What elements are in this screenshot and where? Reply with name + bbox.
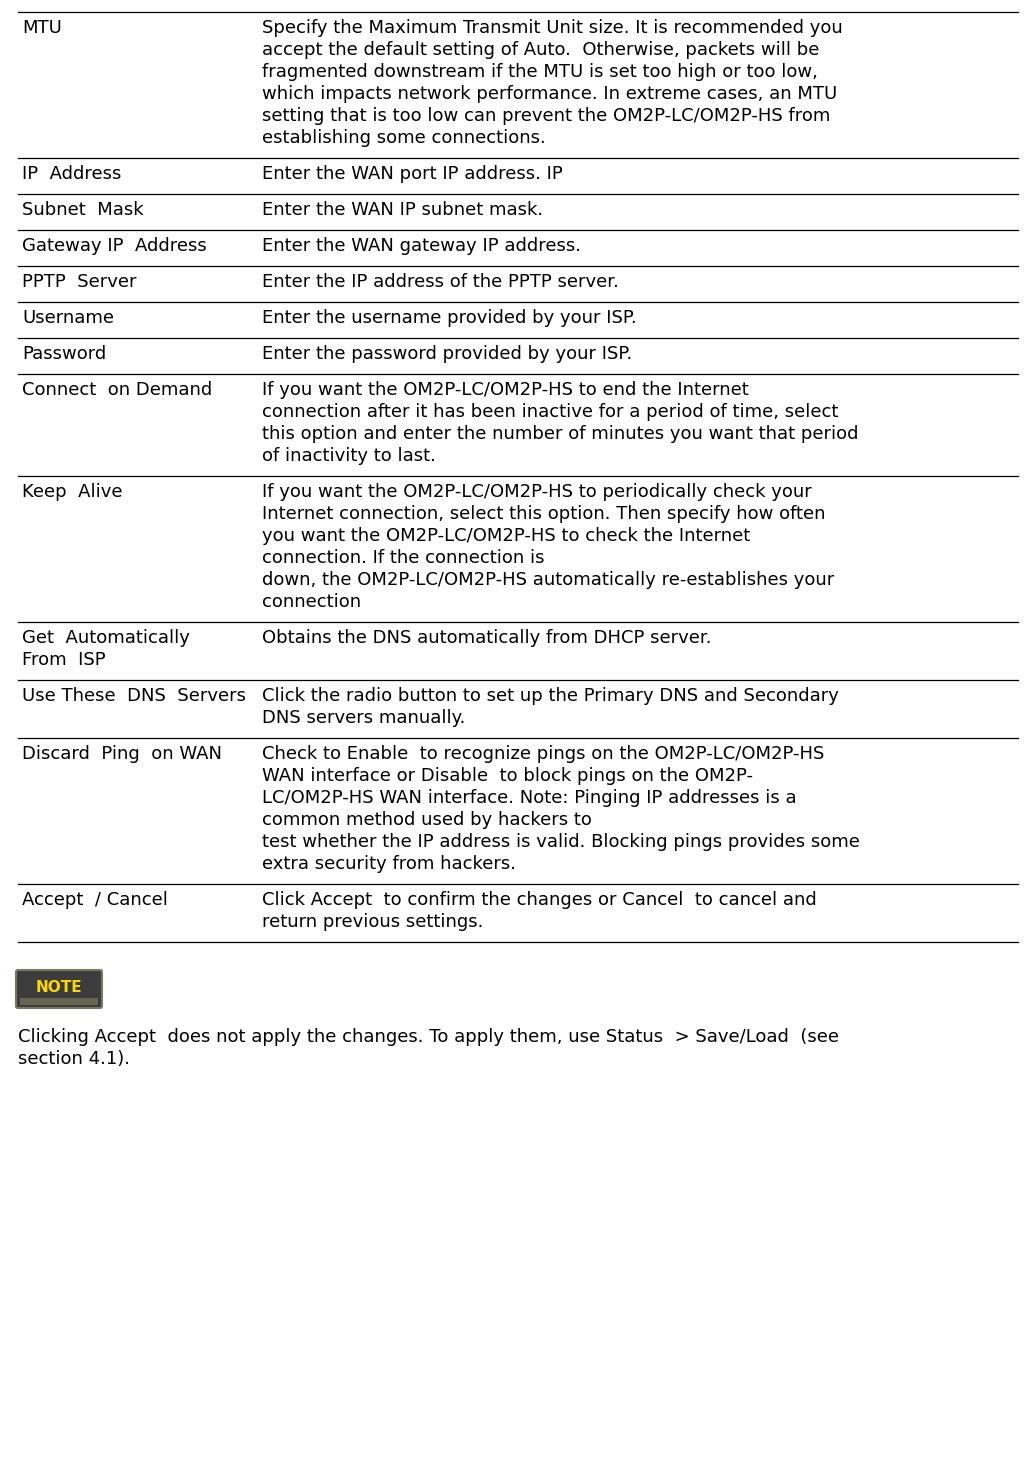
Text: section 4.1).: section 4.1).: [18, 1050, 130, 1069]
Text: Click the radio button to set up the Primary DNS and Secondary: Click the radio button to set up the Pri…: [262, 687, 839, 706]
Text: Discard  Ping  on WAN: Discard Ping on WAN: [22, 745, 222, 763]
Text: fragmented downstream if the MTU is set too high or too low,: fragmented downstream if the MTU is set …: [262, 63, 817, 81]
Text: establishing some connections.: establishing some connections.: [262, 129, 546, 146]
Text: this option and enter the number of minutes you want that period: this option and enter the number of minu…: [262, 425, 859, 444]
Text: you want the OM2P-LC/OM2P-HS to check the Internet: you want the OM2P-LC/OM2P-HS to check th…: [262, 527, 750, 545]
FancyBboxPatch shape: [16, 971, 102, 1009]
Text: connection: connection: [262, 593, 362, 610]
Text: DNS servers manually.: DNS servers manually.: [262, 709, 465, 728]
Text: Username: Username: [22, 309, 114, 326]
Text: MTU: MTU: [22, 19, 62, 37]
Text: Click Accept  to confirm the changes or Cancel  to cancel and: Click Accept to confirm the changes or C…: [262, 892, 816, 909]
Text: LC/OM2P-HS WAN interface. Note: Pinging IP addresses is a: LC/OM2P-HS WAN interface. Note: Pinging …: [262, 789, 797, 807]
Text: Enter the IP address of the PPTP server.: Enter the IP address of the PPTP server.: [262, 272, 618, 291]
Text: connection after it has been inactive for a period of time, select: connection after it has been inactive fo…: [262, 403, 838, 422]
Text: Password: Password: [22, 346, 107, 363]
Text: Gateway IP  Address: Gateway IP Address: [22, 237, 207, 255]
Text: Accept  / Cancel: Accept / Cancel: [22, 892, 168, 909]
Text: Obtains the DNS automatically from DHCP server.: Obtains the DNS automatically from DHCP …: [262, 630, 712, 647]
Text: Use These  DNS  Servers: Use These DNS Servers: [22, 687, 246, 706]
Text: Enter the WAN IP subnet mask.: Enter the WAN IP subnet mask.: [262, 201, 543, 220]
Text: Enter the username provided by your ISP.: Enter the username provided by your ISP.: [262, 309, 637, 326]
Text: IP  Address: IP Address: [22, 165, 121, 183]
Text: return previous settings.: return previous settings.: [262, 914, 484, 931]
Text: extra security from hackers.: extra security from hackers.: [262, 855, 516, 873]
Text: setting that is too low can prevent the OM2P-LC/OM2P-HS from: setting that is too low can prevent the …: [262, 107, 831, 124]
Text: connection. If the connection is: connection. If the connection is: [262, 549, 545, 567]
Text: which impacts network performance. In extreme cases, an MTU: which impacts network performance. In ex…: [262, 85, 837, 102]
Text: test whether the IP address is valid. Blocking pings provides some: test whether the IP address is valid. Bl…: [262, 833, 860, 851]
Text: Internet connection, select this option. Then specify how often: Internet connection, select this option.…: [262, 505, 826, 523]
Text: WAN interface or Disable  to block pings on the OM2P-: WAN interface or Disable to block pings …: [262, 767, 753, 785]
Text: accept the default setting of Auto.  Otherwise, packets will be: accept the default setting of Auto. Othe…: [262, 41, 819, 59]
Text: From  ISP: From ISP: [22, 651, 106, 669]
Text: Get  Automatically: Get Automatically: [22, 630, 190, 647]
Text: Subnet  Mask: Subnet Mask: [22, 201, 144, 220]
Text: of inactivity to last.: of inactivity to last.: [262, 447, 436, 466]
Text: Specify the Maximum Transmit Unit size. It is recommended you: Specify the Maximum Transmit Unit size. …: [262, 19, 842, 37]
Text: If you want the OM2P-LC/OM2P-HS to periodically check your: If you want the OM2P-LC/OM2P-HS to perio…: [262, 483, 812, 501]
Text: If you want the OM2P-LC/OM2P-HS to end the Internet: If you want the OM2P-LC/OM2P-HS to end t…: [262, 381, 749, 400]
FancyBboxPatch shape: [20, 997, 98, 1004]
Text: PPTP  Server: PPTP Server: [22, 272, 137, 291]
Text: Enter the password provided by your ISP.: Enter the password provided by your ISP.: [262, 346, 632, 363]
Text: Enter the WAN gateway IP address.: Enter the WAN gateway IP address.: [262, 237, 581, 255]
Text: common method used by hackers to: common method used by hackers to: [262, 811, 592, 829]
Text: Check to Enable  to recognize pings on the OM2P-LC/OM2P-HS: Check to Enable to recognize pings on th…: [262, 745, 825, 763]
Text: Connect  on Demand: Connect on Demand: [22, 381, 212, 400]
Text: Keep  Alive: Keep Alive: [22, 483, 122, 501]
Text: NOTE: NOTE: [35, 981, 82, 996]
Text: Enter the WAN port IP address. IP: Enter the WAN port IP address. IP: [262, 165, 563, 183]
Text: down, the OM2P-LC/OM2P-HS automatically re-establishes your: down, the OM2P-LC/OM2P-HS automatically …: [262, 571, 834, 589]
Text: Clicking Accept  does not apply the changes. To apply them, use Status  > Save/L: Clicking Accept does not apply the chang…: [18, 1028, 839, 1045]
